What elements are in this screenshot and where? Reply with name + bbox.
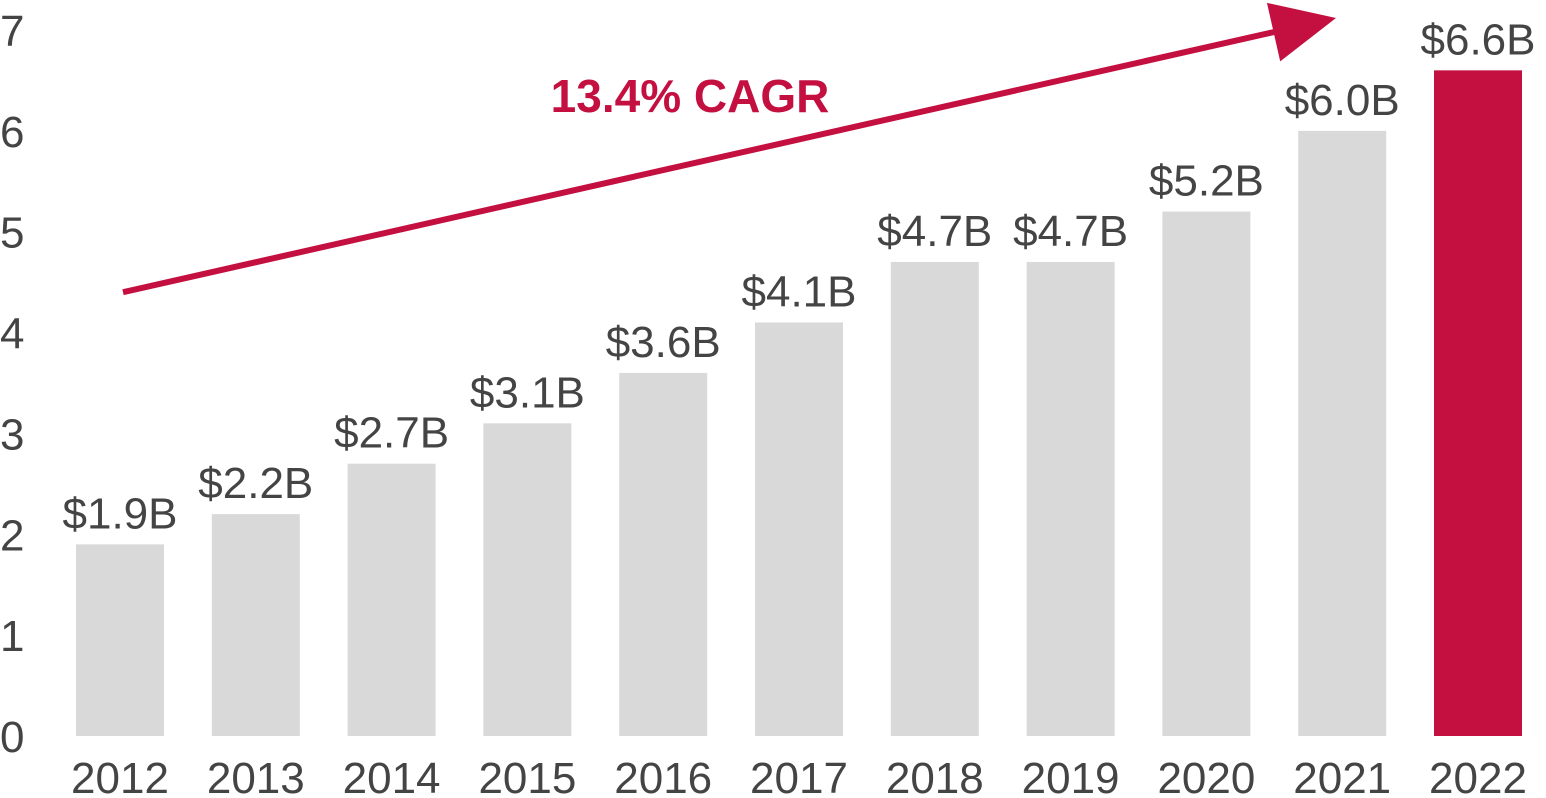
x-tick-label-2019: 2019	[1022, 754, 1120, 798]
data-label-2012: $1.9B	[63, 489, 178, 538]
y-tick-label-5: 5	[0, 209, 24, 258]
x-tick-label-2014: 2014	[343, 754, 441, 798]
data-label-2013: $2.2B	[198, 459, 313, 508]
y-tick-label-7: 7	[0, 7, 24, 56]
bar-2012	[76, 544, 164, 736]
x-tick-label-2013: 2013	[207, 754, 305, 798]
x-tick-label-2018: 2018	[886, 754, 984, 798]
data-label-2021: $6.0B	[1285, 76, 1400, 125]
data-label-2014: $2.7B	[334, 409, 449, 458]
cagr-trend-arrow: 13.4% CAGR	[122, 2, 1336, 296]
bar-data-labels: $1.9B $2.2B $2.7B $3.1B $3.6B $4.1B $4.7B $4.7B…	[63, 15, 1536, 538]
bar-2016	[619, 372, 708, 736]
trend-line	[122, 27, 1281, 296]
bar-2018	[890, 261, 979, 736]
bar-2015	[483, 423, 572, 736]
bar-2014	[347, 463, 436, 736]
data-label-2020: $5.2B	[1149, 157, 1264, 206]
data-label-2015: $3.1B	[470, 368, 585, 417]
y-tick-label-2: 2	[0, 511, 24, 560]
data-label-2022: $6.6B	[1421, 15, 1536, 64]
bar-2022	[1434, 70, 1522, 737]
bar-2021	[1298, 130, 1387, 736]
data-label-2019: $4.7B	[1013, 207, 1128, 256]
y-tick-label-4: 4	[0, 310, 24, 359]
trend-arrowhead	[1266, 2, 1336, 62]
x-tick-label-2017: 2017	[750, 754, 848, 798]
x-tick-label-2020: 2020	[1157, 754, 1255, 798]
bars	[76, 70, 1522, 737]
cagr-annotation: 13.4% CAGR	[551, 70, 830, 122]
x-tick-label-2021: 2021	[1293, 754, 1391, 798]
x-tick-label-2015: 2015	[478, 754, 576, 798]
bar-2017	[755, 322, 843, 736]
bar-2013	[211, 514, 300, 736]
x-tick-label-2012: 2012	[71, 754, 169, 798]
data-label-2016: $3.6B	[606, 318, 721, 367]
data-label-2017: $4.1B	[742, 267, 857, 316]
x-tick-label-2016: 2016	[614, 754, 712, 798]
x-axis-labels: 2012 2013 2014 2015 2016 2017 2018 2019 2020 2021…	[71, 754, 1527, 798]
y-axis-ticks: 0 1 2 3 4 5 6 7	[0, 7, 24, 762]
y-tick-label-0: 0	[0, 713, 24, 762]
y-tick-label-3: 3	[0, 410, 24, 459]
bar-2019	[1026, 261, 1115, 736]
y-tick-label-1: 1	[0, 612, 24, 661]
bar-2020	[1162, 211, 1251, 737]
y-tick-label-6: 6	[0, 108, 24, 157]
data-label-2018: $4.7B	[877, 207, 992, 256]
x-tick-label-2022: 2022	[1429, 754, 1527, 798]
